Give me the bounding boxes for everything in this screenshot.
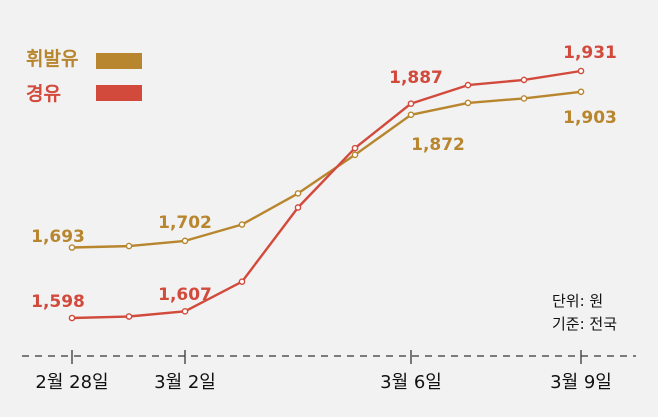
- data-point: [238, 221, 246, 228]
- data-label: 1,872: [411, 135, 465, 155]
- unit-note: 단위: 원: [552, 292, 603, 310]
- data-point: [520, 76, 528, 84]
- data-point: [351, 151, 359, 159]
- legend: 휘발유 경유: [26, 48, 142, 105]
- data-label: 1,693: [31, 227, 85, 247]
- data-point: [181, 308, 189, 315]
- data-point: [351, 144, 359, 152]
- data-point: [125, 313, 133, 320]
- legend-label-diesel: 경유: [26, 83, 61, 105]
- data-point: [464, 99, 472, 107]
- data-point: [181, 237, 189, 245]
- x-tick-label: 2월 28일: [35, 372, 108, 393]
- data-label: 1,931: [563, 43, 617, 63]
- data-point: [520, 95, 528, 102]
- legend-label-gasoline: 휘발유: [26, 48, 78, 70]
- series-lines: [71, 69, 582, 320]
- data-label: 1,607: [158, 285, 212, 305]
- series-points: [68, 67, 585, 322]
- x-tick-label: 3월 6일: [380, 372, 442, 393]
- data-label: 1,903: [563, 108, 617, 128]
- data-point: [577, 67, 585, 75]
- data-label: 1,598: [31, 292, 85, 312]
- series-line-gasoline: [71, 90, 582, 249]
- data-point: [68, 244, 76, 251]
- data-point: [125, 242, 133, 250]
- data-point: [407, 100, 415, 107]
- x-axis-ticks: 2월 28일 3월 2일 3월 6일 3월 9일: [35, 350, 612, 393]
- data-point: [464, 81, 472, 89]
- data-point: [294, 190, 302, 197]
- data-point: [577, 88, 585, 96]
- legend-swatch-gasoline: [96, 53, 142, 69]
- data-labels: 1,693 1,702 1,872 1,903 1,598 1,607 1,887 1,931: [31, 43, 617, 312]
- chart-note: 단위: 원 기준: 전국: [552, 292, 617, 333]
- data-label: 1,887: [389, 68, 443, 88]
- x-tick-label: 3월 2일: [154, 372, 216, 393]
- series-line-diesel: [71, 69, 582, 320]
- data-point: [407, 111, 415, 119]
- data-label: 1,702: [158, 213, 212, 233]
- data-point: [68, 314, 76, 322]
- legend-swatch-diesel: [96, 85, 142, 101]
- data-point: [294, 204, 302, 211]
- basis-note: 기준: 전국: [552, 315, 617, 333]
- x-tick-label: 3월 9일: [550, 372, 612, 393]
- data-point: [238, 278, 246, 285]
